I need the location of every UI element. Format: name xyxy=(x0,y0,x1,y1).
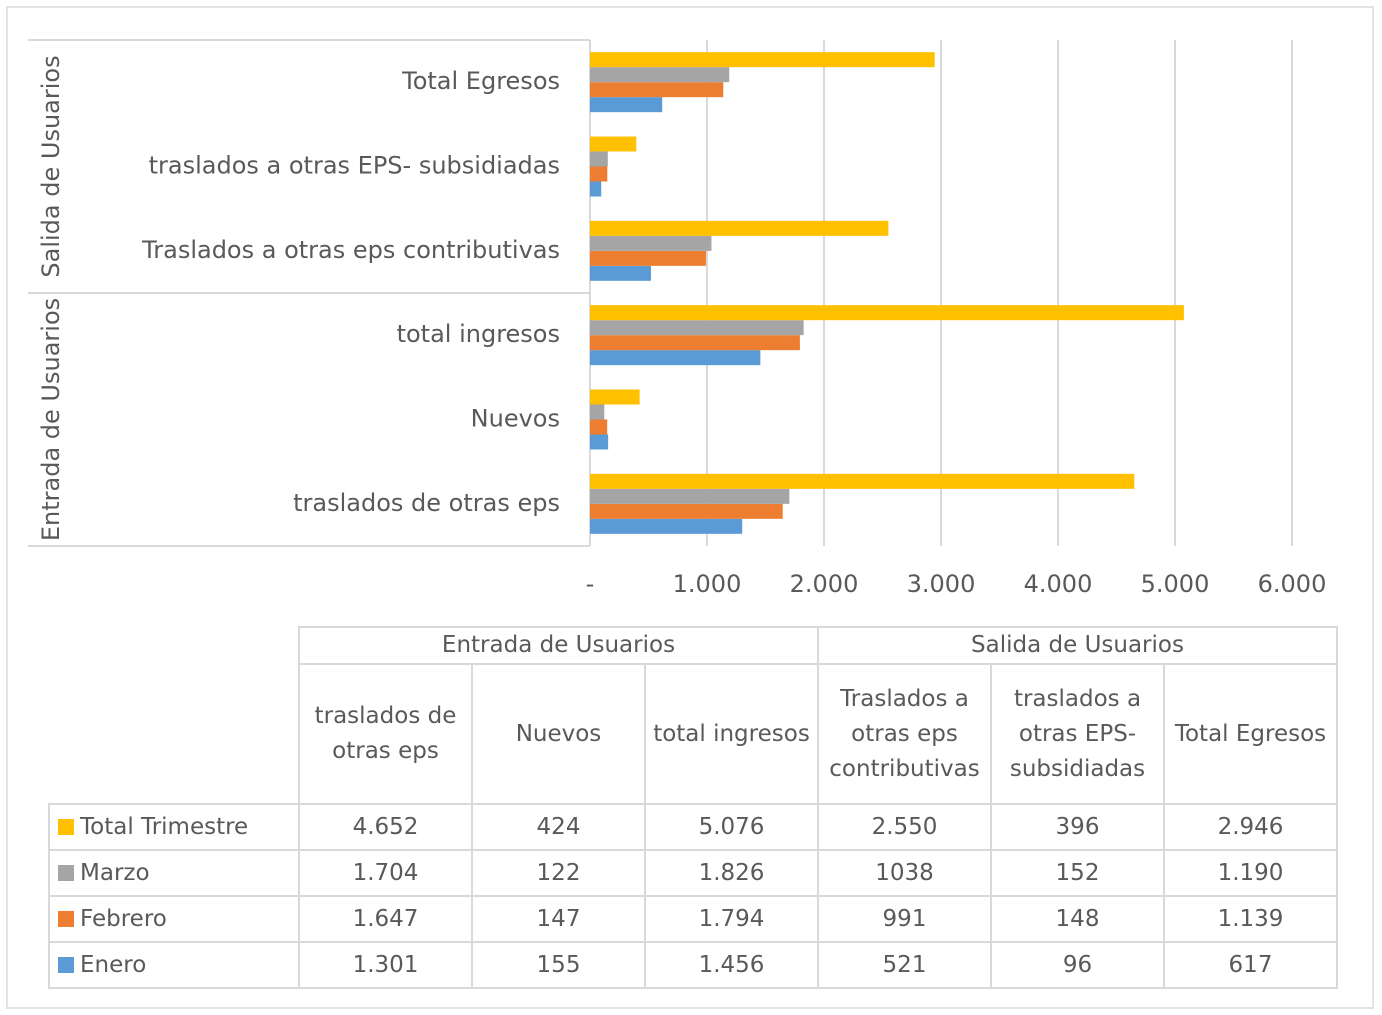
bar xyxy=(590,503,783,519)
bar xyxy=(590,166,608,182)
bar xyxy=(590,265,651,281)
bar xyxy=(590,488,790,504)
cell: 155 xyxy=(471,941,646,989)
blank xyxy=(49,664,299,804)
bar xyxy=(590,320,804,336)
data-row: Total Trimestre 4.652 424 5.076 2.550 396 2.94… xyxy=(48,803,1338,851)
legend-label: Enero xyxy=(80,951,147,978)
bar xyxy=(590,151,608,167)
bar xyxy=(590,181,602,197)
category-header: Nuevos xyxy=(471,663,646,805)
cell: 1.301 xyxy=(298,941,473,989)
legend-label: Febrero xyxy=(80,905,167,932)
row-header: Total Trimestre xyxy=(48,803,300,851)
cell: 2.550 xyxy=(817,803,992,851)
cell: 5.076 xyxy=(644,803,819,851)
cell: 96 xyxy=(990,941,1165,989)
category-header: traslados de otras eps xyxy=(298,663,473,805)
bar xyxy=(590,434,609,450)
cell: 617 xyxy=(1163,941,1338,989)
category-label: Traslados a otras eps contributivas xyxy=(141,236,560,264)
bar xyxy=(590,518,743,534)
cell: 991 xyxy=(817,895,992,943)
x-tick-label: 6.000 xyxy=(1258,570,1327,598)
category-label: Nuevos xyxy=(471,405,560,433)
legend-label: Total Trimestre xyxy=(80,813,249,840)
frame xyxy=(6,6,1374,1009)
cell: 1.647 xyxy=(298,895,473,943)
bar xyxy=(590,250,706,266)
bar xyxy=(590,97,663,113)
row-header: Marzo xyxy=(48,849,300,897)
header-row: traslados de otras eps Nuevos total ingres… xyxy=(49,663,1338,805)
x-tick-label: 1.000 xyxy=(673,570,742,598)
cell: 396 xyxy=(990,803,1165,851)
bar xyxy=(590,136,637,152)
cell: 147 xyxy=(471,895,646,943)
cell: 1.139 xyxy=(1163,895,1338,943)
group-label: Entrada de Usuarios xyxy=(37,298,65,541)
chart: - 1.000 2.000 3.000 4.000 5.000 6.000 Entrada d… xyxy=(28,39,1327,598)
cell: 1.704 xyxy=(298,849,473,897)
bar xyxy=(590,82,724,98)
category-label: traslados a otras EPS- subsidiadas xyxy=(149,152,560,180)
category-label: traslados de otras eps xyxy=(293,489,560,517)
data-table: Entrada de Usuarios Salida de Usuarios tra… xyxy=(48,626,1338,989)
legend-key xyxy=(58,956,74,973)
cell: 1.794 xyxy=(644,895,819,943)
category-label: total ingresos xyxy=(397,320,560,348)
group-header: Salida de Usuarios xyxy=(817,626,1338,665)
category-header: traslados a otras EPS- subsidiadas xyxy=(990,663,1165,805)
legend-key xyxy=(58,818,74,835)
x-tick-label: 4.000 xyxy=(1024,570,1093,598)
data-row: Enero 1.301 155 1.456 521 96 617 xyxy=(48,941,1338,989)
row-header: Enero xyxy=(48,941,300,989)
bar xyxy=(590,305,1184,321)
cell: 521 xyxy=(817,941,992,989)
category-header: total ingresos xyxy=(644,663,819,805)
group-header: Entrada de Usuarios xyxy=(298,626,819,665)
cell: 1.826 xyxy=(644,849,819,897)
blank xyxy=(49,627,299,664)
bar xyxy=(590,235,712,251)
cell: 1038 xyxy=(817,849,992,897)
bar xyxy=(590,52,935,68)
cell: 4.652 xyxy=(298,803,473,851)
legend-key xyxy=(58,910,74,927)
category-header: Total Egresos xyxy=(1163,663,1338,805)
cell: 148 xyxy=(990,895,1165,943)
bar xyxy=(590,350,761,366)
x-tick-label: - xyxy=(586,570,595,598)
cell: 2.946 xyxy=(1163,803,1338,851)
x-tick-label: 3.000 xyxy=(907,570,976,598)
bar xyxy=(590,404,605,420)
cell: 424 xyxy=(471,803,646,851)
cell: 1.190 xyxy=(1163,849,1338,897)
bar xyxy=(590,335,800,351)
bar xyxy=(590,389,640,405)
data-row: Marzo 1.704 122 1.826 1038 152 1.190 xyxy=(48,849,1338,897)
x-tick-label: 2.000 xyxy=(790,570,859,598)
group-label: Salida de Usuarios xyxy=(37,55,65,277)
cell: 152 xyxy=(990,849,1165,897)
cell: 122 xyxy=(471,849,646,897)
data-row: Febrero 1.647 147 1.794 991 148 1.139 xyxy=(48,895,1338,943)
bar xyxy=(590,67,730,83)
x-tick-label: 5.000 xyxy=(1141,570,1210,598)
cell: 1.456 xyxy=(644,941,819,989)
bar xyxy=(590,419,608,435)
category-header: Traslados a otras eps contributivas xyxy=(817,663,992,805)
bar xyxy=(590,473,1135,489)
row-header: Febrero xyxy=(48,895,300,943)
legend-label: Marzo xyxy=(80,859,150,886)
bar xyxy=(590,220,889,236)
category-label: Total Egresos xyxy=(401,67,560,95)
header-row: Entrada de Usuarios Salida de Usuarios xyxy=(49,626,1338,665)
legend-key xyxy=(58,864,74,881)
